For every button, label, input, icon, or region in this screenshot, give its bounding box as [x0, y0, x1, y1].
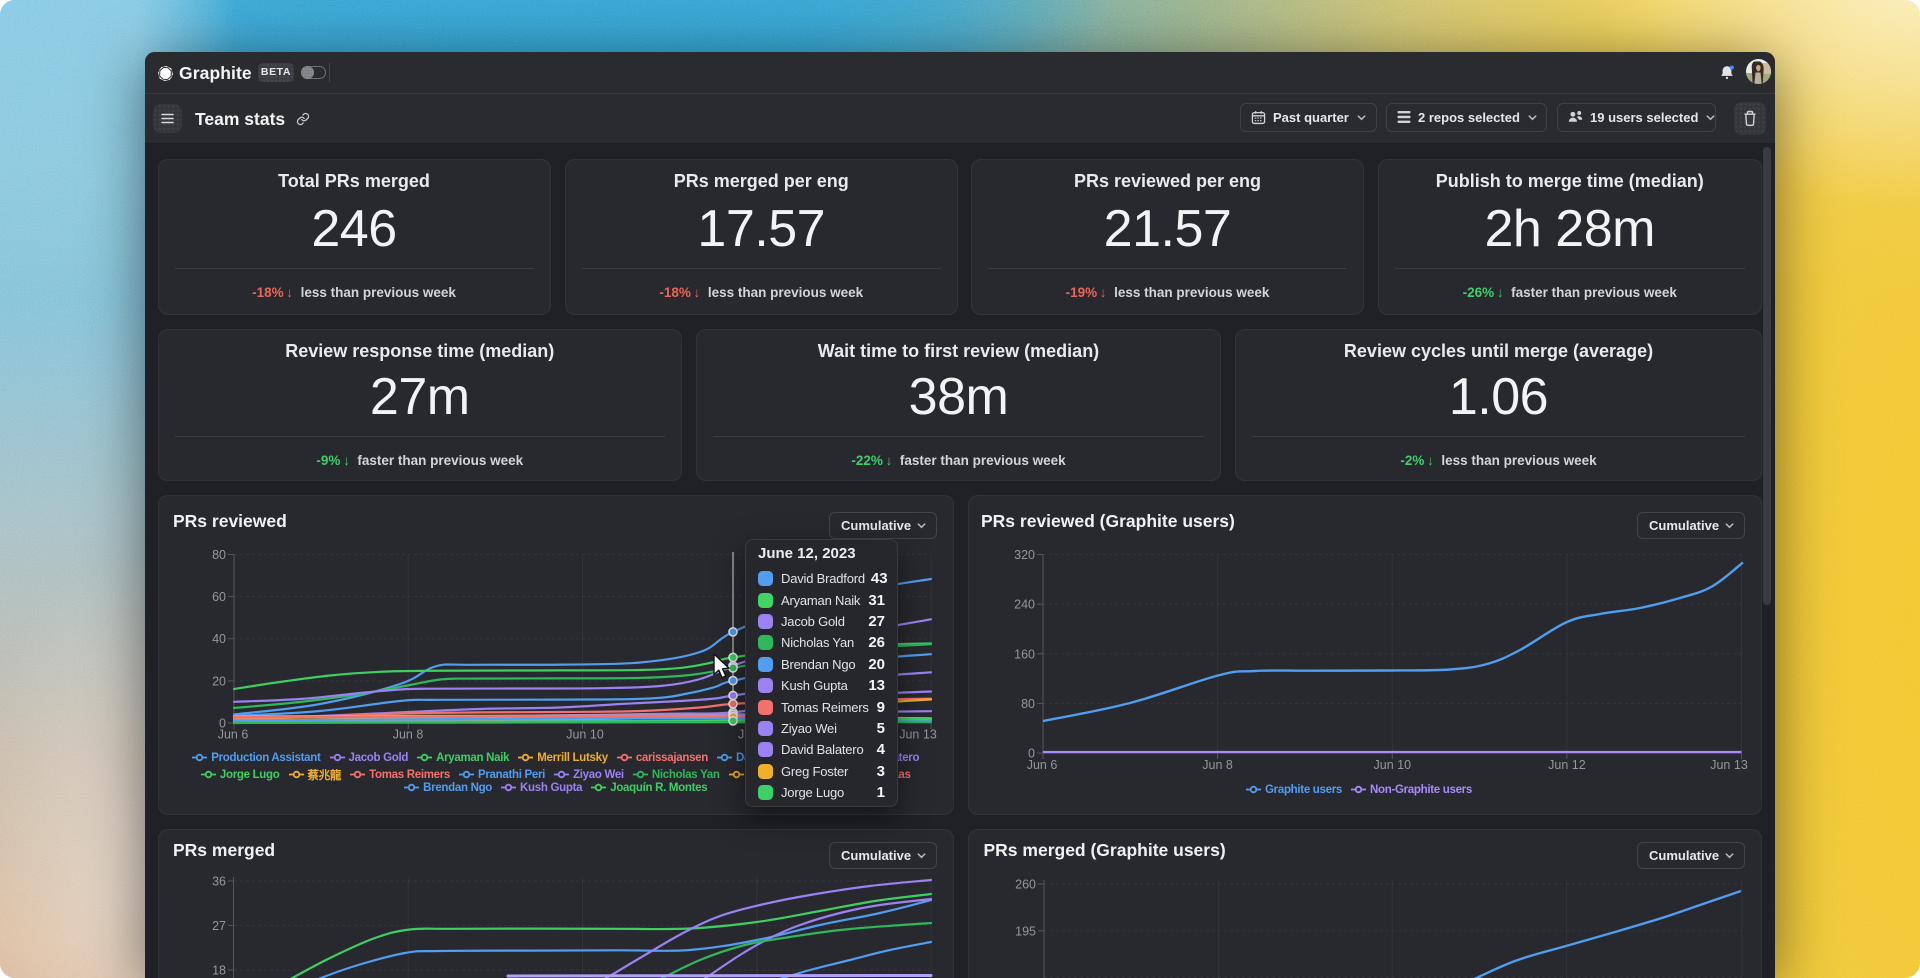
svg-text:0: 0 [1028, 747, 1035, 761]
svg-text:Jun 10: Jun 10 [566, 728, 604, 742]
svg-text:0: 0 [219, 717, 226, 731]
svg-text:27: 27 [212, 919, 226, 933]
svg-text:20: 20 [212, 674, 226, 688]
svg-text:240: 240 [1014, 598, 1035, 612]
svg-text:Jun 6: Jun 6 [1027, 758, 1058, 772]
svg-text:36: 36 [212, 875, 226, 889]
svg-text:40: 40 [212, 632, 226, 646]
svg-text:Jun 13: Jun 13 [1710, 758, 1748, 772]
svg-text:Jun 13: Jun 13 [899, 728, 937, 742]
svg-text:260: 260 [1015, 878, 1036, 892]
svg-text:80: 80 [1021, 697, 1035, 711]
svg-text:Jun 8: Jun 8 [393, 728, 424, 742]
svg-text:Jun 10: Jun 10 [1374, 758, 1412, 772]
svg-text:320: 320 [1014, 548, 1035, 562]
svg-text:18: 18 [212, 964, 226, 978]
svg-text:Jun 8: Jun 8 [1202, 758, 1233, 772]
svg-text:60: 60 [212, 590, 226, 604]
svg-text:Jun 6: Jun 6 [218, 728, 249, 742]
svg-text:160: 160 [1014, 647, 1035, 661]
svg-text:80: 80 [212, 548, 226, 562]
svg-text:195: 195 [1015, 924, 1036, 938]
svg-text:Jun 12: Jun 12 [1548, 758, 1586, 772]
